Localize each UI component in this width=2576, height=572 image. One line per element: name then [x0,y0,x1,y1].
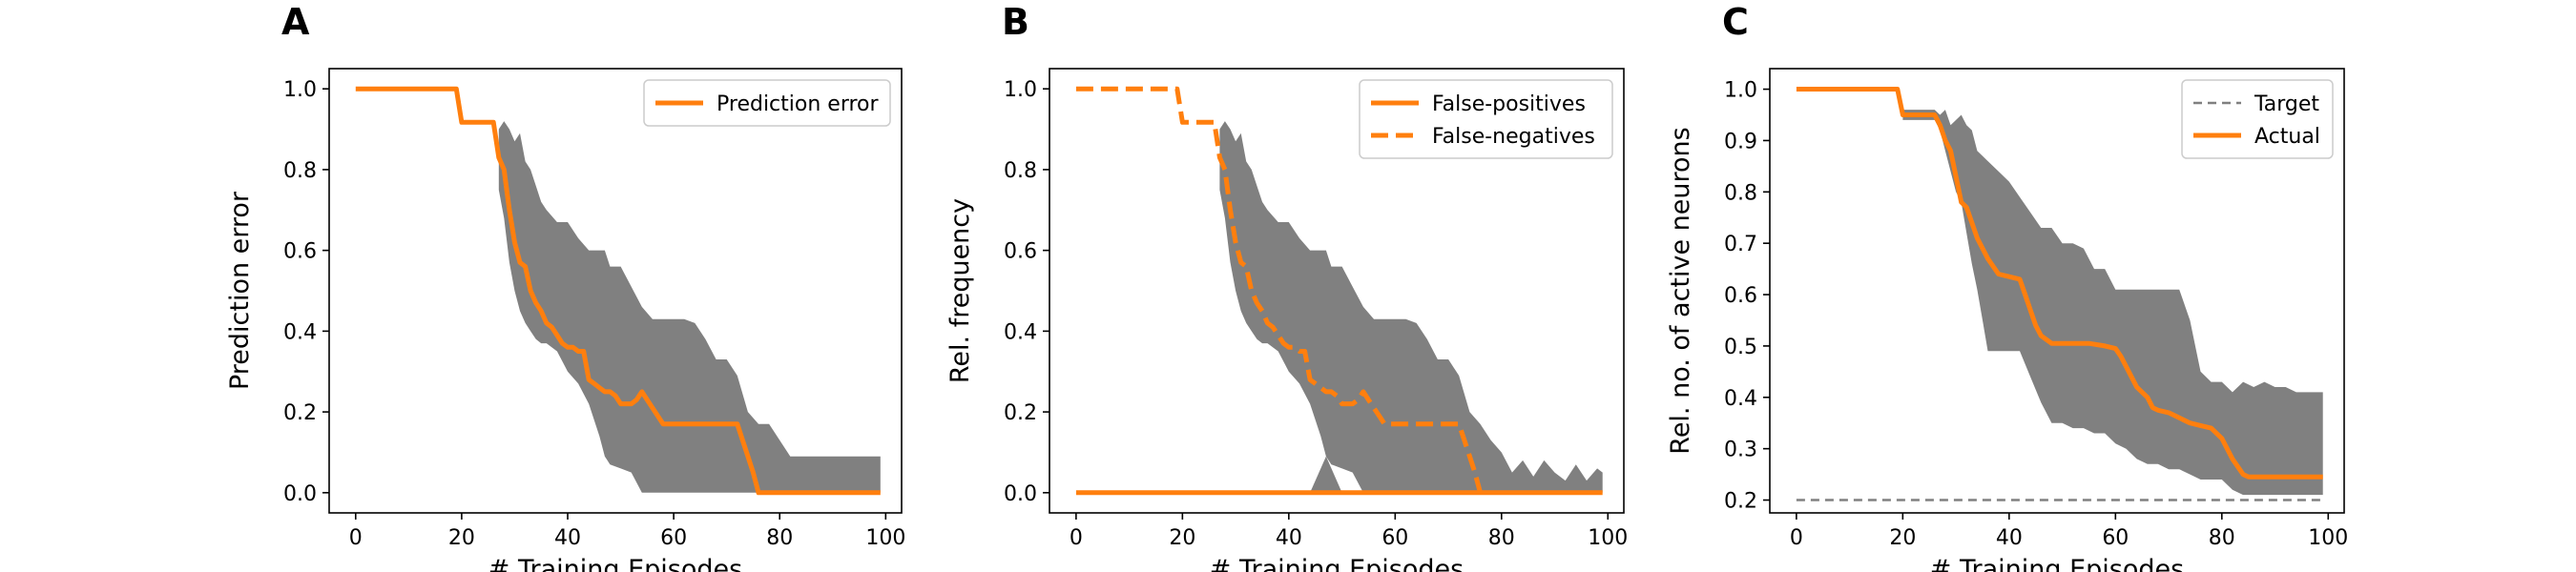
y-tick-label: 0.8 [1004,159,1037,183]
y-tick-label: 1.0 [283,78,317,102]
legend-box [1359,79,1613,159]
range-band-2 [1310,456,1342,493]
y-axis-label: Rel. frequency [945,198,975,383]
y-tick-label: 0.8 [1724,181,1757,205]
y-tick-label: 0.9 [1724,130,1757,153]
x-tick-label: 40 [1276,526,1302,550]
y-tick-label: 0.2 [1004,401,1037,425]
y-tick-label: 0.6 [283,240,317,264]
x-tick-label: 20 [1889,526,1916,550]
x-tick-label: 80 [2209,526,2235,550]
y-tick-label: 0.5 [1724,336,1757,359]
panel-letter: B [1002,1,1029,43]
chart-panel-B: 0 20 40 60 80 100 0.0 0.2 0.4 0.6 0.8 1.0 # Training… [945,1,1628,572]
x-tick-label: 20 [448,526,475,550]
y-tick-label: 0.3 [1724,439,1757,462]
y-tick-label: 0.6 [1724,284,1757,308]
range-band [1902,110,2323,496]
legend-entry: Actual [2254,125,2320,149]
legend-entry: Prediction error [717,92,879,116]
x-tick-label: 20 [1169,526,1195,550]
x-tick-label: 60 [660,526,687,550]
y-tick-label: 0.4 [1004,320,1037,344]
y-axis-label: Prediction error [225,191,255,390]
legend-box [643,79,891,127]
y-tick-label: 0.0 [1004,482,1037,506]
x-tick-label: 0 [1070,526,1083,550]
y-axis-label: Rel. no. of active neurons [1666,127,1695,454]
x-tick-label: 0 [1790,526,1803,550]
x-tick-label: 40 [554,526,581,550]
x-tick-label: 100 [1588,526,1628,550]
range-band [1219,121,1603,493]
x-tick-label: 100 [2308,526,2348,550]
legend-box [2181,79,2334,159]
series-line-false-negatives [1075,86,1483,494]
y-tick-label: 0.6 [1004,240,1037,264]
series-line-prediction-error [355,86,881,496]
y-tick-label: 1.0 [1724,79,1757,103]
legend: False-positives False-negatives [1359,79,1613,159]
chart-panel-C: 0 20 40 60 80 100 0.2 0.3 0.4 0.5 0.6 0.7 0.8 0.9 1.0 #… [1666,1,2348,572]
x-axis-label: # Training Episodes [1210,555,1464,572]
series-line-actual [1796,87,2323,480]
y-tick-label: 0.4 [283,320,317,344]
y-tick-label: 0.4 [1724,387,1757,411]
y-tick-label: 0.2 [283,401,317,425]
y-tick-label: 0.2 [1724,490,1757,514]
legend-entry: Target [2254,92,2319,116]
x-tick-label: 80 [766,526,793,550]
legend-entry: False-positives [1432,92,1586,116]
x-tick-label: 80 [1488,526,1515,550]
y-tick-label: 0.7 [1724,233,1757,256]
x-axis-label: # Training Episodes [1930,555,2184,572]
plot-frame [1049,68,1625,514]
plot-frame [1769,68,2345,514]
x-tick-label: 60 [2102,526,2129,550]
chart-panel-A: 0 20 40 60 80 100 0.0 0.2 0.4 0.6 0.8 1.0 # Training… [225,1,905,572]
x-tick-label: 60 [1381,526,1408,550]
plot-frame [328,68,903,514]
panel-letter: C [1722,1,1749,43]
x-tick-label: 100 [865,526,905,550]
y-tick-label: 1.0 [1004,78,1037,102]
y-tick-label: 0.8 [283,159,317,183]
x-tick-label: 40 [1996,526,2023,550]
y-tick-label: 0.0 [283,482,317,506]
legend: Target Actual [2181,79,2334,159]
range-band [498,121,881,493]
panel-letter: A [281,1,310,43]
x-tick-label: 0 [349,526,363,550]
legend: Prediction error [643,79,891,127]
x-axis-label: # Training Episodes [488,555,742,572]
legend-entry: False-negatives [1432,125,1595,149]
